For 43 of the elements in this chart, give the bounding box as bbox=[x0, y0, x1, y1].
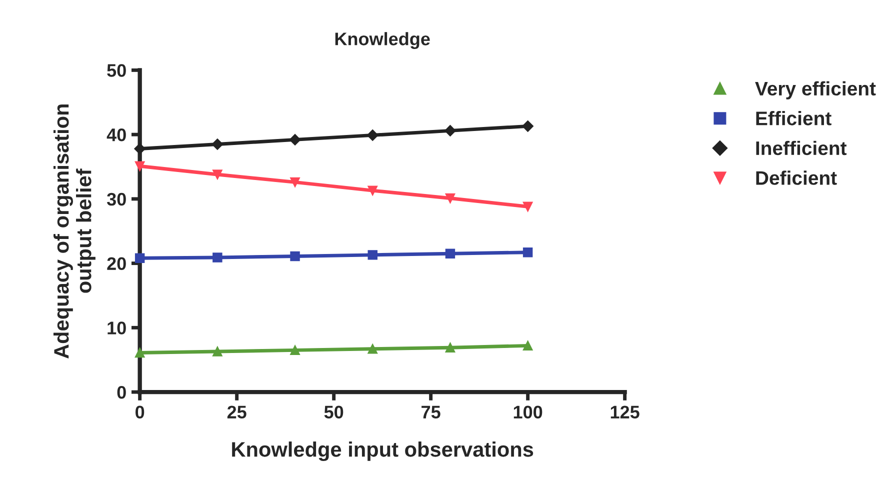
chart-title: Knowledge bbox=[335, 32, 430, 50]
legend-label: Inefficient bbox=[756, 140, 847, 156]
point bbox=[290, 177, 300, 188]
point bbox=[134, 348, 145, 358]
point bbox=[134, 143, 146, 154]
y-tick-label: 0 bbox=[117, 386, 126, 399]
point bbox=[212, 138, 224, 150]
x-tick-label: 125 bbox=[610, 406, 640, 418]
y-tick-label: 50 bbox=[107, 64, 126, 77]
point bbox=[134, 253, 145, 264]
point bbox=[368, 344, 378, 354]
point bbox=[522, 202, 533, 212]
legend-label: Deficient bbox=[756, 170, 837, 185]
point bbox=[445, 342, 456, 352]
point bbox=[289, 134, 301, 146]
point bbox=[290, 345, 300, 356]
point bbox=[212, 346, 222, 356]
point bbox=[134, 161, 145, 171]
y-axis-title: Adequacy of organisation output belief bbox=[53, 104, 96, 358]
legend-label: Very efficient bbox=[755, 81, 876, 100]
legend-label: Efficient bbox=[756, 111, 832, 126]
y-tick-label: 20 bbox=[107, 257, 126, 270]
point bbox=[522, 120, 534, 132]
x-tick-label: 100 bbox=[514, 406, 542, 418]
y-tick-label: 40 bbox=[106, 128, 126, 142]
point bbox=[445, 193, 456, 204]
x-axis-title: Knowledge input observations bbox=[232, 442, 534, 462]
point bbox=[212, 170, 222, 180]
x-tick-label: 50 bbox=[324, 406, 344, 418]
y-tick-label: 10 bbox=[108, 322, 126, 334]
point bbox=[445, 248, 456, 258]
point bbox=[444, 125, 456, 136]
x-tick-label: 75 bbox=[422, 406, 440, 418]
point bbox=[368, 186, 378, 196]
point bbox=[290, 251, 300, 262]
point bbox=[522, 247, 533, 258]
point bbox=[212, 252, 222, 262]
y-tick-label: 30 bbox=[106, 192, 126, 206]
point bbox=[367, 130, 378, 141]
x-tick-label: 0 bbox=[136, 406, 144, 418]
point bbox=[368, 250, 378, 260]
x-tick-label: 25 bbox=[227, 406, 246, 418]
point bbox=[522, 340, 533, 351]
